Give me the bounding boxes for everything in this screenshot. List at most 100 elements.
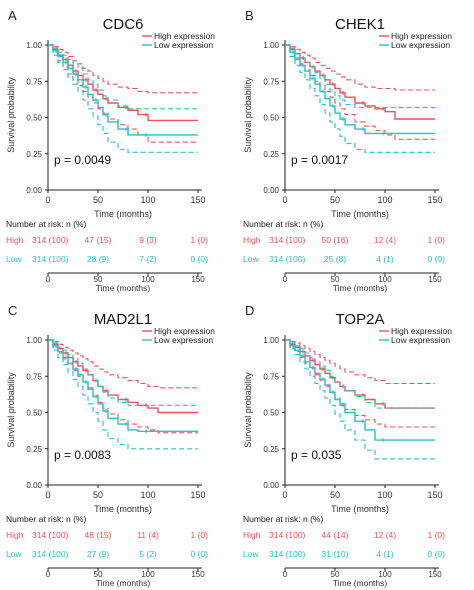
y-tick-label: 0.75 [263, 372, 279, 381]
risk-value: 25 (8) [324, 254, 346, 264]
risk-value: 12 (4) [374, 530, 396, 540]
x-tick-label: 150 [427, 195, 442, 205]
risk-row-label: Low [6, 549, 22, 559]
x-tick-label: 0 [282, 195, 287, 205]
x-tick-label: 0 [45, 195, 50, 205]
ci-upper-line [285, 44, 435, 91]
series-low [48, 44, 198, 153]
ci-upper-line [48, 339, 198, 389]
risk-x-axis-title: Time (months) [96, 578, 151, 588]
x-tick-label: 0 [45, 490, 50, 500]
risk-x-tick-label: 0 [283, 570, 288, 579]
risk-row-label: Low [6, 254, 22, 264]
risk-table-header: Number at risk: n (%) [6, 219, 86, 229]
p-value: p = 0.0017 [291, 153, 348, 167]
risk-x-tick-label: 50 [331, 275, 340, 284]
risk-x-axis-title: Time (months) [333, 283, 388, 293]
km-panel-c: C MAD2L1 Survival probability 0.00 0.25 0.50 0… [6, 303, 215, 588]
risk-x-tick-label: 100 [378, 570, 392, 579]
chart-title: MAD2L1 [94, 311, 152, 328]
risk-x-tick-label: 150 [191, 275, 205, 284]
ci-lower-line [48, 339, 198, 450]
risk-value: 4 (1) [376, 254, 394, 264]
risk-x-axis-title: Time (months) [96, 283, 151, 293]
ci-upper-line [48, 44, 198, 110]
risk-value: 1 (0) [191, 235, 209, 245]
risk-value: 4 (1) [376, 549, 394, 559]
ci-lower-line [48, 339, 198, 434]
ci-upper-line [48, 339, 198, 406]
x-axis-title: Time (months) [94, 209, 152, 219]
survival-line [285, 339, 435, 409]
risk-x-tick-label: 150 [428, 275, 442, 284]
x-tick-label: 50 [330, 195, 340, 205]
legend-label: High expression [391, 326, 452, 336]
legend-label: High expression [154, 31, 215, 41]
panel-letter: A [8, 8, 17, 23]
p-value: p = 0.0083 [54, 448, 111, 462]
ci-lower-line [285, 44, 435, 153]
risk-x-axis-title: Time (months) [333, 578, 388, 588]
risk-x-tick-label: 150 [191, 570, 205, 579]
survival-line [48, 339, 198, 432]
legend-label: Low expression [391, 40, 450, 50]
x-axis-title: Time (months) [331, 504, 389, 514]
ci-lower-line [48, 44, 198, 153]
risk-value: 27 (9) [87, 549, 109, 559]
risk-value: 47 (15) [85, 235, 112, 245]
risk-table-header: Number at risk: n (%) [243, 219, 323, 229]
panel-letter: B [245, 8, 254, 23]
x-tick-label: 50 [93, 195, 103, 205]
risk-value: 0 (0) [428, 254, 446, 264]
x-tick-label: 0 [282, 490, 287, 500]
survival-line [285, 44, 435, 135]
y-tick-label: 0.75 [263, 77, 279, 86]
risk-value: 0 (0) [191, 549, 209, 559]
risk-value: 48 (15) [85, 530, 112, 540]
y-axis-title: Survival probability [6, 372, 16, 448]
risk-value: 1 (0) [428, 235, 446, 245]
risk-value: 9 (3) [139, 235, 157, 245]
risk-value: 314 (100) [32, 254, 69, 264]
y-tick-label: 0.50 [263, 409, 279, 418]
panel-letter: D [245, 303, 254, 318]
risk-x-tick-label: 50 [94, 570, 103, 579]
survival-line [285, 339, 435, 441]
risk-value: 12 (4) [374, 235, 396, 245]
ci-lower-line [285, 339, 435, 460]
risk-value: 314 (100) [32, 549, 69, 559]
risk-value: 1 (0) [191, 530, 209, 540]
y-tick-label: 0.50 [26, 114, 42, 123]
legend-label: High expression [391, 31, 452, 41]
ci-upper-line [285, 44, 435, 108]
series-high [285, 44, 435, 140]
p-value: p = 0.035 [291, 448, 342, 462]
y-tick-label: 1.00 [263, 336, 279, 345]
x-tick-label: 100 [377, 195, 392, 205]
y-tick-label: 0.00 [263, 186, 279, 195]
risk-value: 11 (4) [137, 530, 159, 540]
risk-value: 314 (100) [269, 549, 306, 559]
y-tick-label: 1.00 [26, 41, 42, 50]
ci-upper-line [285, 339, 435, 409]
x-tick-label: 50 [330, 490, 340, 500]
series-low [48, 339, 198, 450]
km-panel-a: A CDC6 Survival probability 0.00 0.25 0.50 0.7… [6, 8, 215, 293]
risk-x-tick-label: 0 [283, 275, 288, 284]
legend-label: Low expression [391, 335, 450, 345]
series-low [285, 339, 435, 460]
risk-table-header: Number at risk: n (%) [243, 514, 323, 524]
risk-table-header: Number at risk: n (%) [6, 514, 86, 524]
survival-line [48, 339, 198, 414]
risk-value: 314 (100) [269, 235, 306, 245]
risk-row-label: High [6, 235, 24, 245]
x-tick-label: 150 [190, 490, 205, 500]
risk-value: 7 (2) [139, 254, 157, 264]
risk-value: 314 (100) [32, 235, 69, 245]
panel-letter: C [8, 303, 17, 318]
ci-lower-line [285, 44, 435, 140]
x-tick-label: 100 [140, 490, 155, 500]
x-tick-label: 150 [427, 490, 442, 500]
risk-row-label: High [243, 530, 261, 540]
